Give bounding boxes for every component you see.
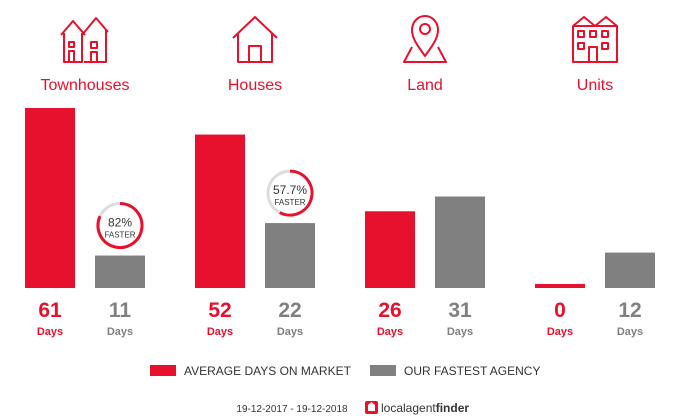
bar-houses-average bbox=[195, 134, 245, 288]
value-label-units-fastest: 12 bbox=[618, 299, 641, 322]
value-label-townhouses-fastest: 11 bbox=[109, 299, 132, 322]
unit-label-townhouses-fastest: Days bbox=[107, 326, 133, 338]
unit-label-land-fastest: Days bbox=[447, 326, 473, 338]
category-label-townhouses: Townhouses bbox=[41, 77, 130, 94]
map-pin-icon bbox=[403, 15, 447, 63]
value-label-units-average: 0 bbox=[554, 299, 566, 322]
brand-local: localagent bbox=[381, 401, 436, 415]
badge-progress-arc bbox=[96, 202, 144, 250]
legend-swatch-fastest bbox=[370, 365, 396, 376]
house-icon bbox=[232, 16, 278, 63]
legend-swatch-average bbox=[150, 365, 176, 376]
brand-finder: finder bbox=[436, 401, 470, 415]
badge-faster-label: FASTER bbox=[274, 198, 305, 207]
category-label-land: Land bbox=[407, 77, 443, 94]
faster-badge-houses: 57.7%FASTER bbox=[266, 169, 314, 217]
legend-label-fastest: OUR FASTEST AGENCY bbox=[404, 364, 540, 378]
unit-label-units-fastest: Days bbox=[617, 326, 643, 338]
unit-label-townhouses-average: Days bbox=[37, 326, 63, 338]
unit-label-houses-fastest: Days bbox=[277, 326, 303, 338]
value-label-houses-fastest: 22 bbox=[278, 299, 301, 322]
value-label-land-fastest: 31 bbox=[448, 299, 472, 322]
bar-townhouses-average bbox=[25, 108, 75, 288]
value-label-townhouses-average: 61 bbox=[38, 299, 62, 322]
bar-land-average bbox=[365, 211, 415, 288]
localagentfinder-logo-icon bbox=[365, 401, 378, 414]
bar-units-fastest bbox=[605, 252, 655, 288]
townhouses-icon bbox=[60, 17, 109, 63]
faster-badge-townhouses: 82%FASTER bbox=[96, 202, 144, 250]
badge-percent: 82% bbox=[108, 216, 132, 230]
units-icon bbox=[572, 16, 618, 63]
bar-houses-fastest bbox=[265, 223, 315, 288]
brand-name: localagentfinder bbox=[381, 401, 469, 415]
chart-legend: AVERAGE DAYS ON MARKET OUR FASTEST AGENC… bbox=[150, 364, 540, 378]
bar-units-average bbox=[535, 284, 585, 288]
value-label-houses-average: 52 bbox=[208, 299, 231, 322]
category-label-houses: Houses bbox=[228, 77, 282, 94]
badge-progress-arc bbox=[279, 169, 314, 217]
badge-faster-label: FASTER bbox=[104, 231, 135, 240]
unit-label-units-average: Days bbox=[547, 326, 573, 338]
unit-label-land-average: Days bbox=[377, 326, 403, 338]
bar-townhouses-fastest bbox=[95, 255, 145, 288]
badge-percent: 57.7% bbox=[273, 183, 307, 197]
legend-label-average: AVERAGE DAYS ON MARKET bbox=[184, 364, 352, 378]
category-label-units: Units bbox=[577, 77, 613, 94]
bar-land-fastest bbox=[435, 196, 485, 288]
unit-label-houses-average: Days bbox=[207, 326, 233, 338]
date-range: 19-12-2017 - 19-12-2018 bbox=[236, 404, 348, 415]
value-label-land-average: 26 bbox=[378, 299, 401, 322]
